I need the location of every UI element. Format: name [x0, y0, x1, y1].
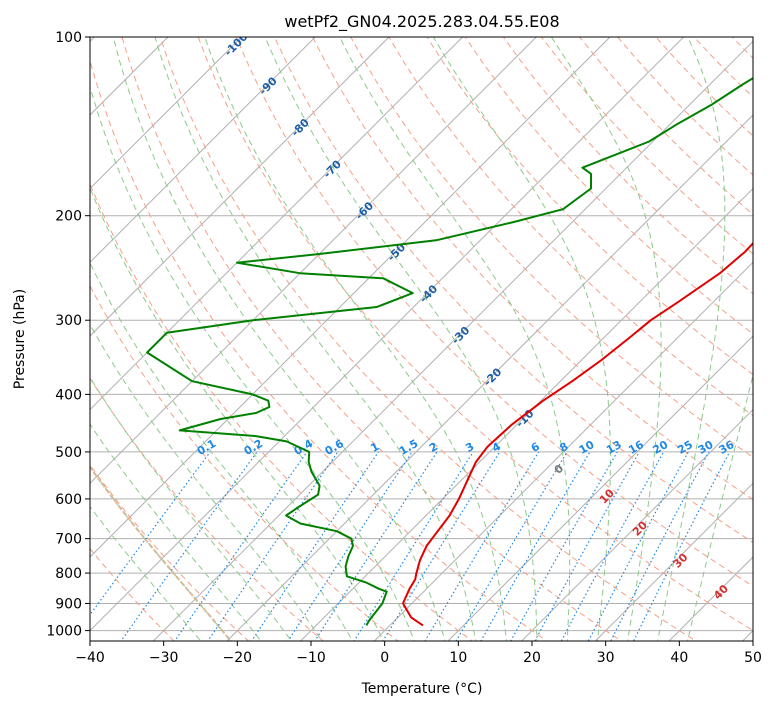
mixing-ratio-line: [560, 451, 665, 641]
dry-adiabat-line: [90, 58, 548, 641]
y-tick-label: 500: [55, 445, 82, 461]
x-axis-label: Temperature (°C): [361, 681, 483, 697]
isotherm-line: [152, 40, 753, 641]
mixing-ratio-line: [480, 451, 591, 641]
y-tick-label: 400: [55, 387, 82, 403]
moist-adiabat-line: [657, 37, 726, 641]
mixing-ratio-line: [353, 451, 474, 641]
dry-adiabat-line: [235, 37, 753, 587]
y-tick-label: 600: [55, 492, 82, 508]
moist-adiabat-line: [90, 261, 354, 641]
mixing-ratio-line: [455, 451, 568, 641]
dry-adiabat-line: [350, 37, 753, 458]
isotherm-line: [90, 37, 390, 337]
dry-adiabat-line: [197, 37, 753, 632]
x-tick-label: −40: [75, 650, 105, 666]
dry-adiabat-line: [90, 284, 399, 641]
y-axis-label: Pressure (hPa): [12, 289, 28, 389]
y-tick-label: 100: [55, 30, 82, 46]
moist-adiabat-line: [550, 37, 662, 641]
dry-adiabat-line: [90, 377, 324, 641]
moist-adiabat-line: [204, 37, 507, 641]
mixing-ratio-line: [424, 451, 540, 641]
isotherm-line: [520, 408, 753, 641]
y-tick-label: 700: [55, 532, 82, 548]
dry-adiabat-line: [90, 182, 474, 641]
chart-title: wetPf2_GN04.2025.283.04.55.E08: [284, 12, 559, 32]
isotherm-line: [90, 37, 685, 632]
x-tick-label: −10: [296, 650, 326, 666]
moist-adiabat-line: [90, 84, 415, 641]
moist-adiabat-line: [339, 37, 571, 641]
isotherm-line: [299, 187, 753, 641]
moist-adiabat-line: [90, 376, 292, 641]
mixing-ratio-line: [587, 451, 689, 641]
x-tick-label: 10: [449, 650, 467, 666]
temperature-profile-line: [402, 241, 753, 627]
y-tick-label: 300: [55, 313, 82, 329]
plot-area: 0.1 0.2 0.4 0.6 1 1.5 2 3 4 6 8 10 13 16 20 25 30 36-100-…: [90, 37, 753, 641]
y-tick-label: 900: [55, 596, 82, 612]
dewpoint-profile-line: [146, 77, 753, 626]
dry-adiabat-line: [121, 37, 623, 641]
mixing-ratio-line: [250, 451, 379, 641]
dry-adiabat-line: [274, 37, 753, 544]
x-tick-label: 50: [744, 650, 762, 666]
y-tick-label: 200: [55, 209, 82, 225]
moist-adiabat-line: [687, 373, 753, 641]
mixing-ratio-line: [207, 451, 339, 641]
isotherm-line: [90, 37, 243, 190]
y-tick-label: 800: [55, 566, 82, 582]
moist-adiabat-line: [154, 37, 477, 641]
plot-frame: [89, 36, 754, 642]
mixing-ratio-line: [534, 451, 640, 641]
moist-adiabat-line: [90, 505, 202, 641]
dry-adiabat-line: [90, 464, 250, 641]
mixing-ratio-line: [382, 451, 501, 641]
mixing-ratio-line: [120, 451, 258, 641]
x-tick-label: 0: [380, 650, 389, 666]
isotherm-line: [90, 37, 611, 558]
mixing-ratio-line: [287, 451, 413, 641]
isotherm-line: [90, 37, 317, 264]
x-tick-label: 20: [523, 650, 541, 666]
dry-adiabat-line: [388, 37, 753, 417]
x-tick-label: −30: [149, 650, 179, 666]
isotherm-line: [90, 37, 538, 485]
moist-adiabat-line: [90, 323, 323, 641]
mixing-ratio-line: [314, 451, 438, 641]
moist-adiabat-line: [90, 423, 262, 641]
moist-adiabat-line: [264, 37, 538, 641]
moist-adiabat-line: [112, 37, 446, 641]
x-tick-label: 30: [597, 650, 615, 666]
dry-adiabat-line: [159, 37, 697, 641]
moist-adiabat-line: [90, 466, 232, 641]
moist-adiabat-line: [90, 186, 384, 641]
isotherm-line: [373, 261, 753, 641]
dry-adiabat-line: [426, 37, 753, 376]
isotherm-line: [594, 482, 753, 641]
dry-adiabat-line: [312, 37, 753, 501]
mixing-ratio-line: [510, 451, 618, 641]
moist-adiabat-line: [432, 37, 611, 641]
x-tick-label: 40: [670, 650, 688, 666]
x-tick-label: −20: [223, 650, 253, 666]
axes: −40 −30 −20 −10 0 10 20 30 40 50 1000 900 800 700 600 5…: [46, 30, 762, 666]
isotherm-line: [447, 335, 753, 641]
y-tick-label: 1000: [46, 624, 82, 640]
